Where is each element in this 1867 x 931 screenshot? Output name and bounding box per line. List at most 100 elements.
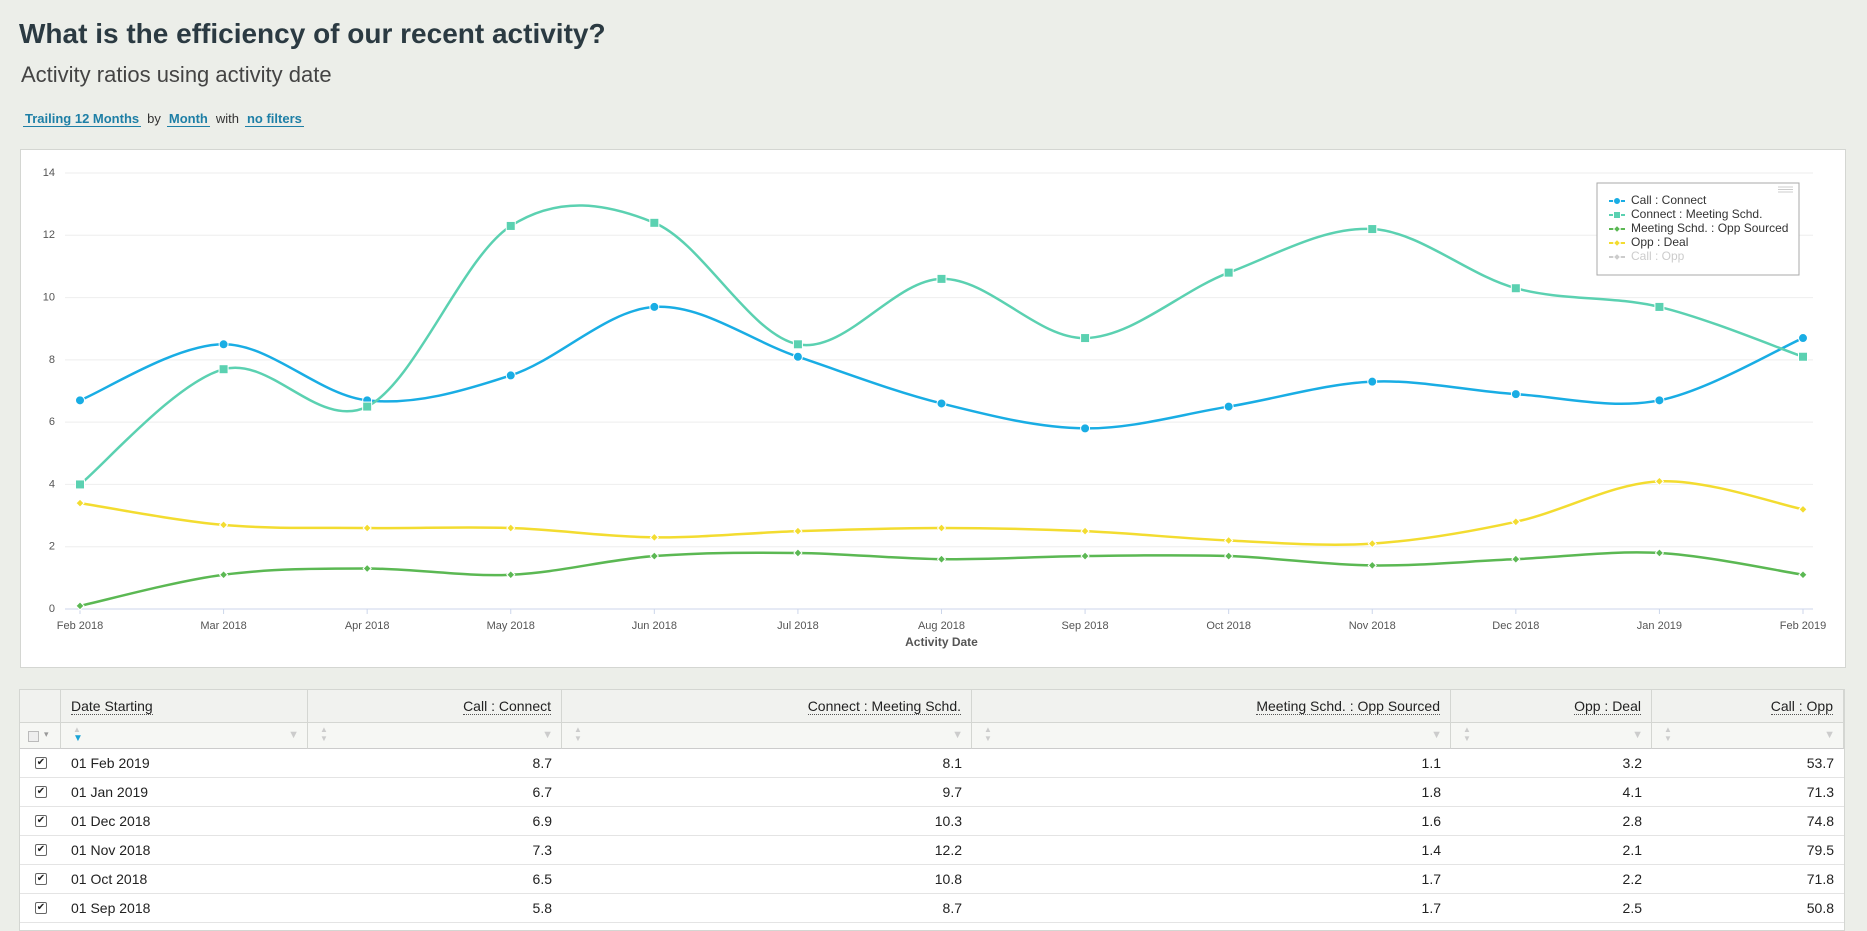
legend-box: [1596, 182, 1800, 276]
row-select[interactable]: ✔: [20, 894, 61, 923]
data-point: [362, 523, 372, 533]
y-tick-label: 6: [49, 416, 55, 428]
data-point: [1223, 401, 1234, 412]
data-point: [218, 364, 229, 375]
table-cell: 1.7: [972, 865, 1451, 894]
checkbox[interactable]: ✔: [35, 844, 47, 856]
table-cell: 8.7: [308, 749, 562, 778]
column-header[interactable]: Opp : Deal: [1451, 690, 1652, 723]
legend-marker: [1612, 252, 1622, 262]
y-tick-label: 2: [49, 541, 55, 553]
y-tick-label: 0: [49, 603, 55, 615]
column-filter[interactable]: ▲ ▼ ▼: [562, 723, 972, 749]
column-filter[interactable]: ▲ ▼ ▼: [1652, 723, 1844, 749]
checkbox[interactable]: ✔: [35, 815, 47, 827]
row-select[interactable]: ✔: [20, 836, 61, 865]
data-point: [793, 548, 803, 558]
data-point: [1654, 476, 1665, 487]
table-cell: 1.7: [972, 894, 1451, 923]
row-select[interactable]: ✔: [20, 865, 61, 894]
legend-item[interactable]: Connect : Meeting Schd.: [1631, 207, 1762, 221]
checkbox[interactable]: ✔: [35, 786, 47, 798]
legend-item[interactable]: Call : Opp: [1631, 249, 1685, 263]
data-point: [505, 220, 516, 231]
table-cell: 8.7: [562, 894, 972, 923]
series-line: [79, 204, 1804, 486]
chart-panel: 0 2 4 6 8 10 12 14 Feb 2018 Mar 2018 Apr 2018 May 2…: [20, 149, 1846, 668]
column-title[interactable]: Connect : Meeting Schd.: [807, 698, 961, 715]
data-point: [1798, 570, 1808, 580]
data-point: [649, 217, 660, 228]
data-point: [218, 520, 229, 530]
table-cell: 8.1: [562, 749, 972, 778]
column-filter[interactable]: ▲ ▼ ▼: [972, 723, 1451, 749]
column-title[interactable]: Meeting Schd. : Opp Sourced: [1256, 698, 1440, 715]
legend-marker: [1612, 238, 1622, 248]
data-point: [1367, 538, 1377, 549]
data-point: [792, 351, 803, 362]
data-point: [1367, 376, 1378, 387]
row-select[interactable]: ✔: [20, 749, 61, 778]
checkbox[interactable]: ✔: [35, 902, 47, 914]
column-header[interactable]: Meeting Schd. : Opp Sourced: [972, 690, 1451, 723]
table-cell: 01 Feb 2019: [61, 749, 308, 778]
filter-word: by: [147, 111, 161, 126]
filter-link[interactable]: no filters: [244, 111, 304, 127]
legend-item[interactable]: Meeting Schd. : Opp Sourced: [1631, 221, 1788, 235]
table-cell: 3.2: [1451, 749, 1652, 778]
column-filter[interactable]: ▲ ▼ ▼: [61, 723, 308, 749]
table-cell: 01 Nov 2018: [61, 836, 308, 865]
range-link[interactable]: Trailing 12 Months: [23, 111, 142, 127]
data-point: [1654, 301, 1665, 312]
column-filter[interactable]: ▲ ▼ ▼: [1451, 723, 1652, 749]
table-cell: 1.6: [972, 807, 1451, 836]
checkbox[interactable]: ✔: [35, 873, 47, 885]
column-filter[interactable]: ▲ ▼ ▼: [308, 723, 562, 749]
data-point: [792, 339, 803, 350]
data-point: [1080, 333, 1091, 344]
data-point: [1080, 423, 1091, 434]
table-cell: 6.9: [308, 807, 562, 836]
row-select[interactable]: ✔: [20, 807, 61, 836]
column-title[interactable]: Opp : Deal: [1574, 698, 1641, 715]
legend-item[interactable]: Opp : Deal: [1631, 235, 1688, 249]
table-cell: 1.1: [972, 749, 1451, 778]
data-point: [1654, 548, 1665, 558]
column-header[interactable]: Connect : Meeting Schd.: [562, 690, 972, 723]
page-title: What is the efficiency of our recent act…: [19, 18, 606, 49]
table-cell: 01 Jan 2019: [61, 778, 308, 807]
x-tick-label: Jun 2018: [632, 620, 677, 632]
table-cell: 2.2: [1451, 865, 1652, 894]
column-title[interactable]: Date Starting: [71, 698, 153, 715]
x-tick-label: Nov 2018: [1349, 620, 1396, 632]
group-link[interactable]: Month: [166, 111, 210, 127]
checkbox[interactable]: ✔: [35, 757, 47, 769]
data-point: [505, 370, 516, 381]
select-filter[interactable]: ▾: [20, 723, 61, 749]
data-point: [936, 523, 947, 533]
data-point: [793, 526, 803, 536]
data-point: [362, 563, 372, 574]
legend-item[interactable]: Call : Connect: [1631, 193, 1707, 207]
data-point: [506, 570, 516, 580]
x-tick-label: Mar 2018: [200, 620, 246, 632]
column-header[interactable]: Date Starting: [61, 690, 308, 723]
legend-marker: [1613, 211, 1621, 219]
column-header[interactable]: Call : Opp: [1652, 690, 1844, 723]
column-title[interactable]: Call : Opp: [1770, 698, 1833, 715]
y-tick-label: 12: [43, 229, 55, 241]
row-select[interactable]: ✔: [20, 778, 61, 807]
x-tick-label: Sep 2018: [1062, 620, 1109, 632]
table-cell: 9.7: [562, 778, 972, 807]
x-tick-label: Jul 2018: [777, 620, 819, 632]
column-header[interactable]: Call : Connect: [308, 690, 562, 723]
data-point: [1798, 333, 1808, 344]
x-axis-title: Activity Date: [905, 635, 978, 649]
column-title[interactable]: Call : Connect: [463, 698, 551, 715]
data-point: [936, 398, 947, 409]
data-point: [506, 523, 516, 533]
data-point: [1510, 389, 1521, 400]
table-cell: 01 Sep 2018: [61, 894, 308, 923]
table-cell: 10.3: [562, 807, 972, 836]
data-point: [1511, 517, 1521, 527]
